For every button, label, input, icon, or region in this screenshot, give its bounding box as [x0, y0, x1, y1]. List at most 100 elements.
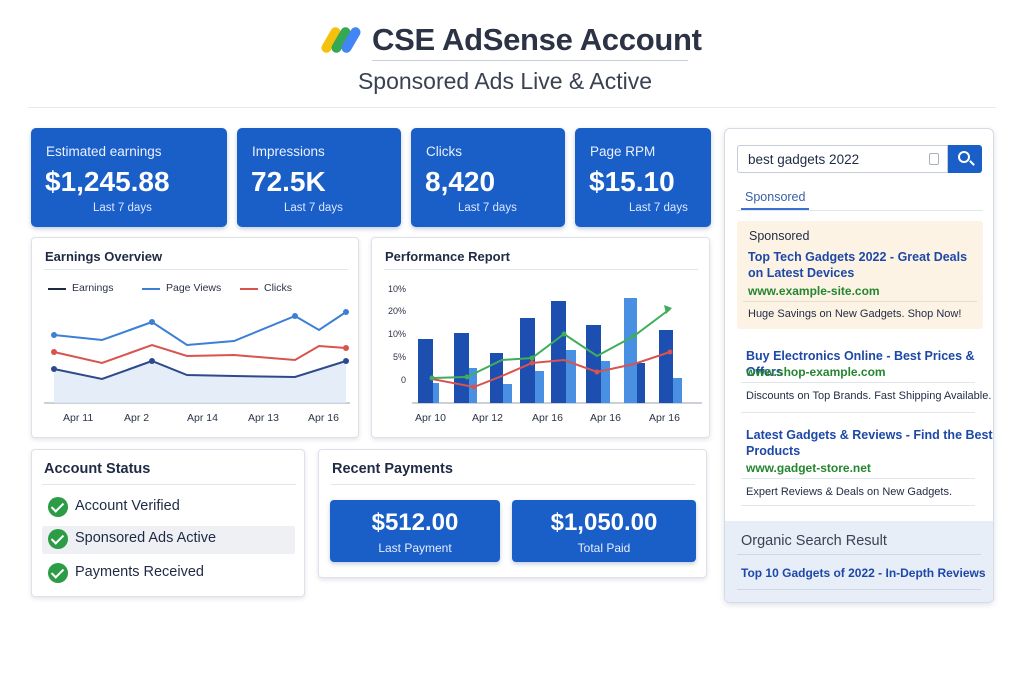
- ad-title-link[interactable]: on Latest Devices: [748, 266, 855, 280]
- stat-card-estimated-earnings[interactable]: Estimated earnings $1,245.88 Last 7 days: [31, 128, 227, 227]
- organic-heading: Organic Search Result: [741, 533, 887, 549]
- search-icon: [958, 151, 970, 163]
- bar: [418, 339, 433, 403]
- ad-url[interactable]: www.shop-example.com: [746, 365, 886, 379]
- search-button[interactable]: [948, 145, 982, 173]
- bar: [454, 333, 469, 403]
- account-status-card: Account Status Account Verified Sponsore…: [31, 449, 305, 597]
- bar: [637, 363, 645, 403]
- ad-title-link[interactable]: Buy Electronics Online - Best Prices & O…: [746, 349, 975, 379]
- sponsored-ad-highlight: Sponsored Top Tech Gadgets 2022 - Great …: [737, 221, 983, 329]
- ad-title-link[interactable]: Top Tech Gadgets 2022 - Great Deals: [748, 250, 968, 264]
- tab-indicator: [741, 208, 809, 210]
- search-input[interactable]: best gadgets 2022: [737, 145, 948, 173]
- legend-swatch-clicks: [240, 288, 258, 290]
- x-tick: Apr 10: [415, 412, 446, 424]
- x-tick: Apr 14: [187, 412, 218, 424]
- ad-title-link[interactable]: Products: [746, 444, 801, 458]
- ad-divider: [743, 301, 977, 302]
- stat-value: 8,420: [425, 166, 496, 197]
- status-sponsored-ads-active: Sponsored Ads Active: [42, 526, 295, 554]
- ad-divider: [741, 505, 975, 506]
- bar: [659, 330, 673, 403]
- organic-divider: [737, 589, 981, 590]
- earnings-overview-card: Earnings Overview Earnings Page Views Cl…: [31, 237, 359, 438]
- card-divider: [331, 484, 695, 485]
- stat-label: Page RPM: [590, 144, 656, 159]
- organic-divider: [737, 554, 981, 555]
- search-icon-handle: [969, 160, 975, 166]
- ad-divider: [741, 382, 975, 383]
- stat-label: Estimated earnings: [46, 144, 162, 159]
- x-tick: Apr 12: [472, 412, 503, 424]
- payment-total-paid[interactable]: $1,050.00 Total Paid: [512, 500, 696, 562]
- performance-bar-chart: [412, 298, 702, 404]
- stat-value: $1,245.88: [45, 166, 170, 197]
- y-tick: 5%: [392, 352, 406, 362]
- ad-description: Discounts on Top Brands. Fast Shipping A…: [746, 390, 992, 402]
- bar: [551, 301, 566, 403]
- tab-divider: [737, 210, 983, 211]
- payment-label: Total Paid: [577, 541, 631, 555]
- stat-period: Last 7 days: [629, 202, 688, 214]
- y-tick: 0: [400, 375, 406, 385]
- earnings-overview-title: Earnings Overview: [45, 249, 163, 264]
- ad-divider: [741, 412, 975, 413]
- ad-description: Expert Reviews & Deals on New Gadgets.: [746, 486, 953, 498]
- ad-sponsored-label: Sponsored: [749, 229, 810, 243]
- bar: [535, 371, 544, 403]
- header-divider: [28, 107, 996, 108]
- series-clicks: [53, 343, 347, 365]
- ad-url[interactable]: www.example-site.com: [748, 284, 880, 298]
- x-tick: Apr 16: [590, 412, 621, 424]
- series-green-line: [431, 308, 671, 379]
- x-tick: Apr 16: [308, 412, 339, 424]
- search-query: best gadgets 2022: [748, 152, 860, 167]
- stat-card-clicks[interactable]: Clicks 8,420 Last 7 days: [411, 128, 565, 227]
- series-earnings: [53, 359, 347, 381]
- series-page-views: [53, 311, 347, 347]
- status-label: Payments Received: [75, 564, 204, 580]
- earnings-line-chart: [44, 309, 350, 404]
- legend-swatch-page-views: [142, 288, 160, 290]
- legend-earnings: Earnings: [72, 282, 114, 294]
- bar: [433, 383, 439, 403]
- y-tick: 10%: [387, 284, 406, 294]
- stat-card-impressions[interactable]: Impressions 72.5K Last 7 days: [237, 128, 401, 227]
- bar: [520, 318, 535, 403]
- legend-clicks: Clicks: [264, 282, 292, 294]
- page-title: CSE AdSense Account: [372, 22, 702, 57]
- payment-value: $1,050.00: [550, 509, 658, 536]
- card-divider: [384, 269, 698, 270]
- tab-sponsored[interactable]: Sponsored: [745, 190, 806, 204]
- ad-url[interactable]: www.gadget-store.net: [746, 461, 871, 475]
- stat-card-page-rpm[interactable]: Page RPM $15.10 Last 7 days: [575, 128, 711, 227]
- payment-label: Last Payment: [378, 541, 452, 555]
- card-divider: [42, 484, 296, 485]
- page-header: CSE AdSense Account Sponsored Ads Live &…: [0, 0, 1024, 108]
- ad-title-link[interactable]: Latest Gadgets & Reviews - Find the Best: [746, 428, 993, 442]
- organic-result-link[interactable]: Top 10 Gadgets of 2022 - In-Depth Review…: [741, 566, 986, 580]
- stat-label: Impressions: [252, 144, 325, 159]
- bar: [624, 298, 637, 403]
- bar: [601, 361, 610, 403]
- stat-period: Last 7 days: [284, 202, 343, 214]
- x-tick: Apr 13: [248, 412, 279, 424]
- stat-period: Last 7 days: [458, 202, 517, 214]
- check-icon: [48, 529, 68, 549]
- title-underline: [372, 60, 688, 61]
- ad-description: Huge Savings on New Gadgets. Shop Now!: [748, 308, 962, 320]
- x-tick: Apr 11: [63, 412, 94, 424]
- x-tick: Apr 16: [649, 412, 680, 424]
- payment-last-payment[interactable]: $512.00 Last Payment: [330, 500, 500, 562]
- status-label: Account Verified: [75, 498, 180, 514]
- stat-value: $15.10: [589, 166, 675, 197]
- status-label: Sponsored Ads Active: [75, 530, 217, 546]
- x-tick: Apr 16: [532, 412, 563, 424]
- bar: [673, 378, 682, 403]
- status-account-verified: Account Verified: [42, 494, 295, 522]
- x-tick: Apr 2: [124, 412, 150, 424]
- card-divider: [44, 269, 348, 270]
- clear-icon[interactable]: [929, 153, 939, 165]
- series-red-line: [431, 351, 671, 389]
